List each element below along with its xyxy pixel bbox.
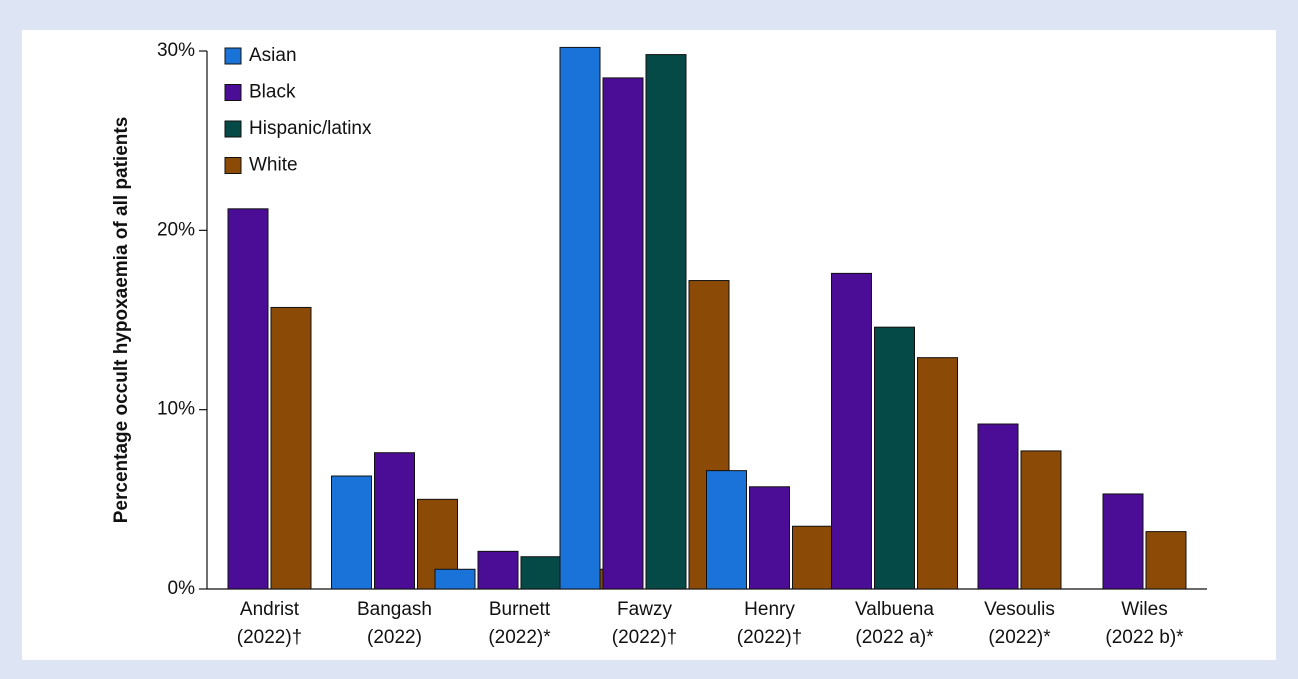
- legend-label: Black: [249, 82, 296, 103]
- bar: [331, 475, 372, 590]
- legend-swatch: [224, 157, 242, 174]
- bar: [1020, 450, 1062, 590]
- bar: [917, 357, 958, 590]
- legend-swatch: [224, 120, 242, 138]
- bar: [706, 470, 747, 590]
- y-axis-label: Percentage occult hypoxaemia of all pati…: [111, 117, 132, 524]
- x-tick-label: (2022 b)*: [1105, 627, 1184, 648]
- x-tick-label: Valbuena: [855, 599, 934, 620]
- y-tick-label: 0%: [168, 578, 196, 599]
- y-tick-label: 10%: [157, 399, 195, 420]
- x-tick-label: (2022): [367, 627, 422, 648]
- bar: [559, 46, 601, 590]
- legend-label: White: [249, 155, 298, 176]
- x-tick-label: (2022)†: [612, 627, 678, 648]
- bar: [1102, 493, 1144, 590]
- x-tick-label: (2022)†: [237, 627, 303, 648]
- bar: [977, 423, 1019, 590]
- bar: [831, 272, 872, 590]
- bar: [749, 486, 790, 590]
- x-tick-label: Bangash: [357, 599, 432, 620]
- bar: [227, 208, 269, 590]
- y-tick-label: 30%: [157, 40, 195, 61]
- x-tick-label: (2022)†: [737, 627, 803, 648]
- legend-swatch: [224, 47, 242, 65]
- legend-swatch: [224, 84, 242, 101]
- legend-label: Hispanic/latinx: [249, 118, 372, 139]
- bar: [1145, 531, 1187, 590]
- bar: [792, 525, 833, 590]
- bar: [434, 568, 476, 590]
- bar: [602, 77, 644, 590]
- bar: [874, 326, 915, 590]
- x-tick-label: Henry: [744, 599, 795, 620]
- bar: [270, 306, 312, 590]
- x-tick-label: (2022)*: [488, 627, 551, 648]
- x-tick-label: Fawzy: [617, 599, 672, 620]
- bar: [374, 452, 415, 590]
- bar: [477, 550, 519, 590]
- x-tick-label: Andrist: [240, 599, 300, 620]
- x-tick-label: Wiles: [1121, 599, 1167, 620]
- bar: [520, 556, 562, 590]
- bar: [645, 54, 687, 590]
- x-tick-label: Vesoulis: [984, 599, 1055, 620]
- x-tick-label: (2022 a)*: [855, 627, 934, 648]
- legend-label: Asian: [249, 45, 297, 66]
- x-tick-label: (2022)*: [988, 627, 1051, 648]
- x-tick-label: Burnett: [489, 599, 551, 620]
- y-tick-label: 20%: [157, 219, 195, 240]
